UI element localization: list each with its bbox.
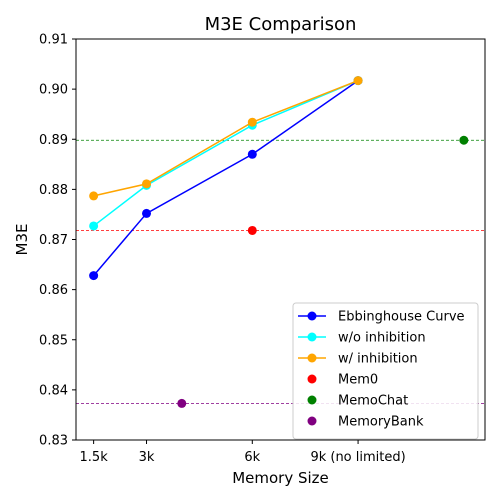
x-tick-label: 1.5k bbox=[80, 450, 109, 465]
data-point-ebbinghouse-curve bbox=[142, 208, 152, 218]
data-point-w-inhibition bbox=[142, 179, 152, 189]
legend-box bbox=[292, 302, 479, 440]
x-tick-label: 3k bbox=[139, 450, 155, 465]
legend-entry-label: MemoryBank bbox=[338, 415, 424, 430]
y-tick-label: 0.90 bbox=[39, 83, 68, 98]
data-point-ebbinghouse-curve bbox=[89, 271, 99, 281]
legend-entry-label: Ebbinghouse Curve bbox=[338, 310, 465, 325]
y-tick-label: 0.85 bbox=[39, 333, 68, 348]
chart-title: M3E Comparison bbox=[205, 14, 357, 35]
y-tick-label: 0.83 bbox=[39, 434, 68, 449]
series-layer bbox=[89, 76, 469, 408]
y-tick-label: 0.91 bbox=[39, 33, 68, 48]
y-tick-label: 0.84 bbox=[39, 383, 68, 398]
series-line-ebbinghouse-curve bbox=[93, 79, 359, 277]
legend-marker bbox=[307, 353, 317, 363]
legend-entry-label: w/o inhibition bbox=[338, 331, 426, 346]
x-axis: 1.5k 3k 6k 9k (no limited) bbox=[80, 440, 406, 465]
series-line-w-inhibition bbox=[93, 79, 359, 197]
series-line-w-o-inhibition bbox=[93, 79, 359, 227]
y-tick-label: 0.86 bbox=[39, 283, 68, 298]
data-point-w-o-inhibition bbox=[89, 221, 99, 231]
y-tick-label: 0.87 bbox=[39, 233, 68, 248]
legend-marker bbox=[307, 416, 317, 426]
legend-marker bbox=[307, 395, 317, 405]
y-tick-label: 0.88 bbox=[39, 183, 68, 198]
y-axis: 0.83 0.84 0.85 0.86 0.87 0.88 0.89 0.90 0.91 bbox=[39, 33, 76, 449]
data-point-w-inhibition bbox=[353, 76, 363, 86]
legend-entry-label: w/ inhibition bbox=[338, 352, 418, 367]
data-point-memochat bbox=[459, 135, 469, 145]
legend: Ebbinghouse Curve w/o inhibition w/ inhibi… bbox=[292, 302, 479, 440]
legend-marker bbox=[307, 374, 317, 384]
data-point-mem0 bbox=[247, 225, 257, 235]
y-tick-label: 0.89 bbox=[39, 133, 68, 148]
data-point-w-inhibition bbox=[89, 191, 99, 201]
legend-marker bbox=[307, 332, 317, 342]
legend-entry-label: MemoChat bbox=[338, 394, 408, 409]
x-axis-label: Memory Size bbox=[232, 469, 329, 487]
x-tick-label: 6k bbox=[244, 450, 260, 465]
legend-entry-label: Mem0 bbox=[338, 373, 378, 388]
y-axis-label: M3E bbox=[13, 224, 31, 256]
data-point-memorybank bbox=[177, 398, 187, 408]
legend-marker bbox=[307, 311, 317, 321]
x-tick-label: 9k (no limited) bbox=[310, 450, 405, 465]
data-point-w-inhibition bbox=[247, 117, 257, 127]
data-point-ebbinghouse-curve bbox=[247, 149, 257, 159]
